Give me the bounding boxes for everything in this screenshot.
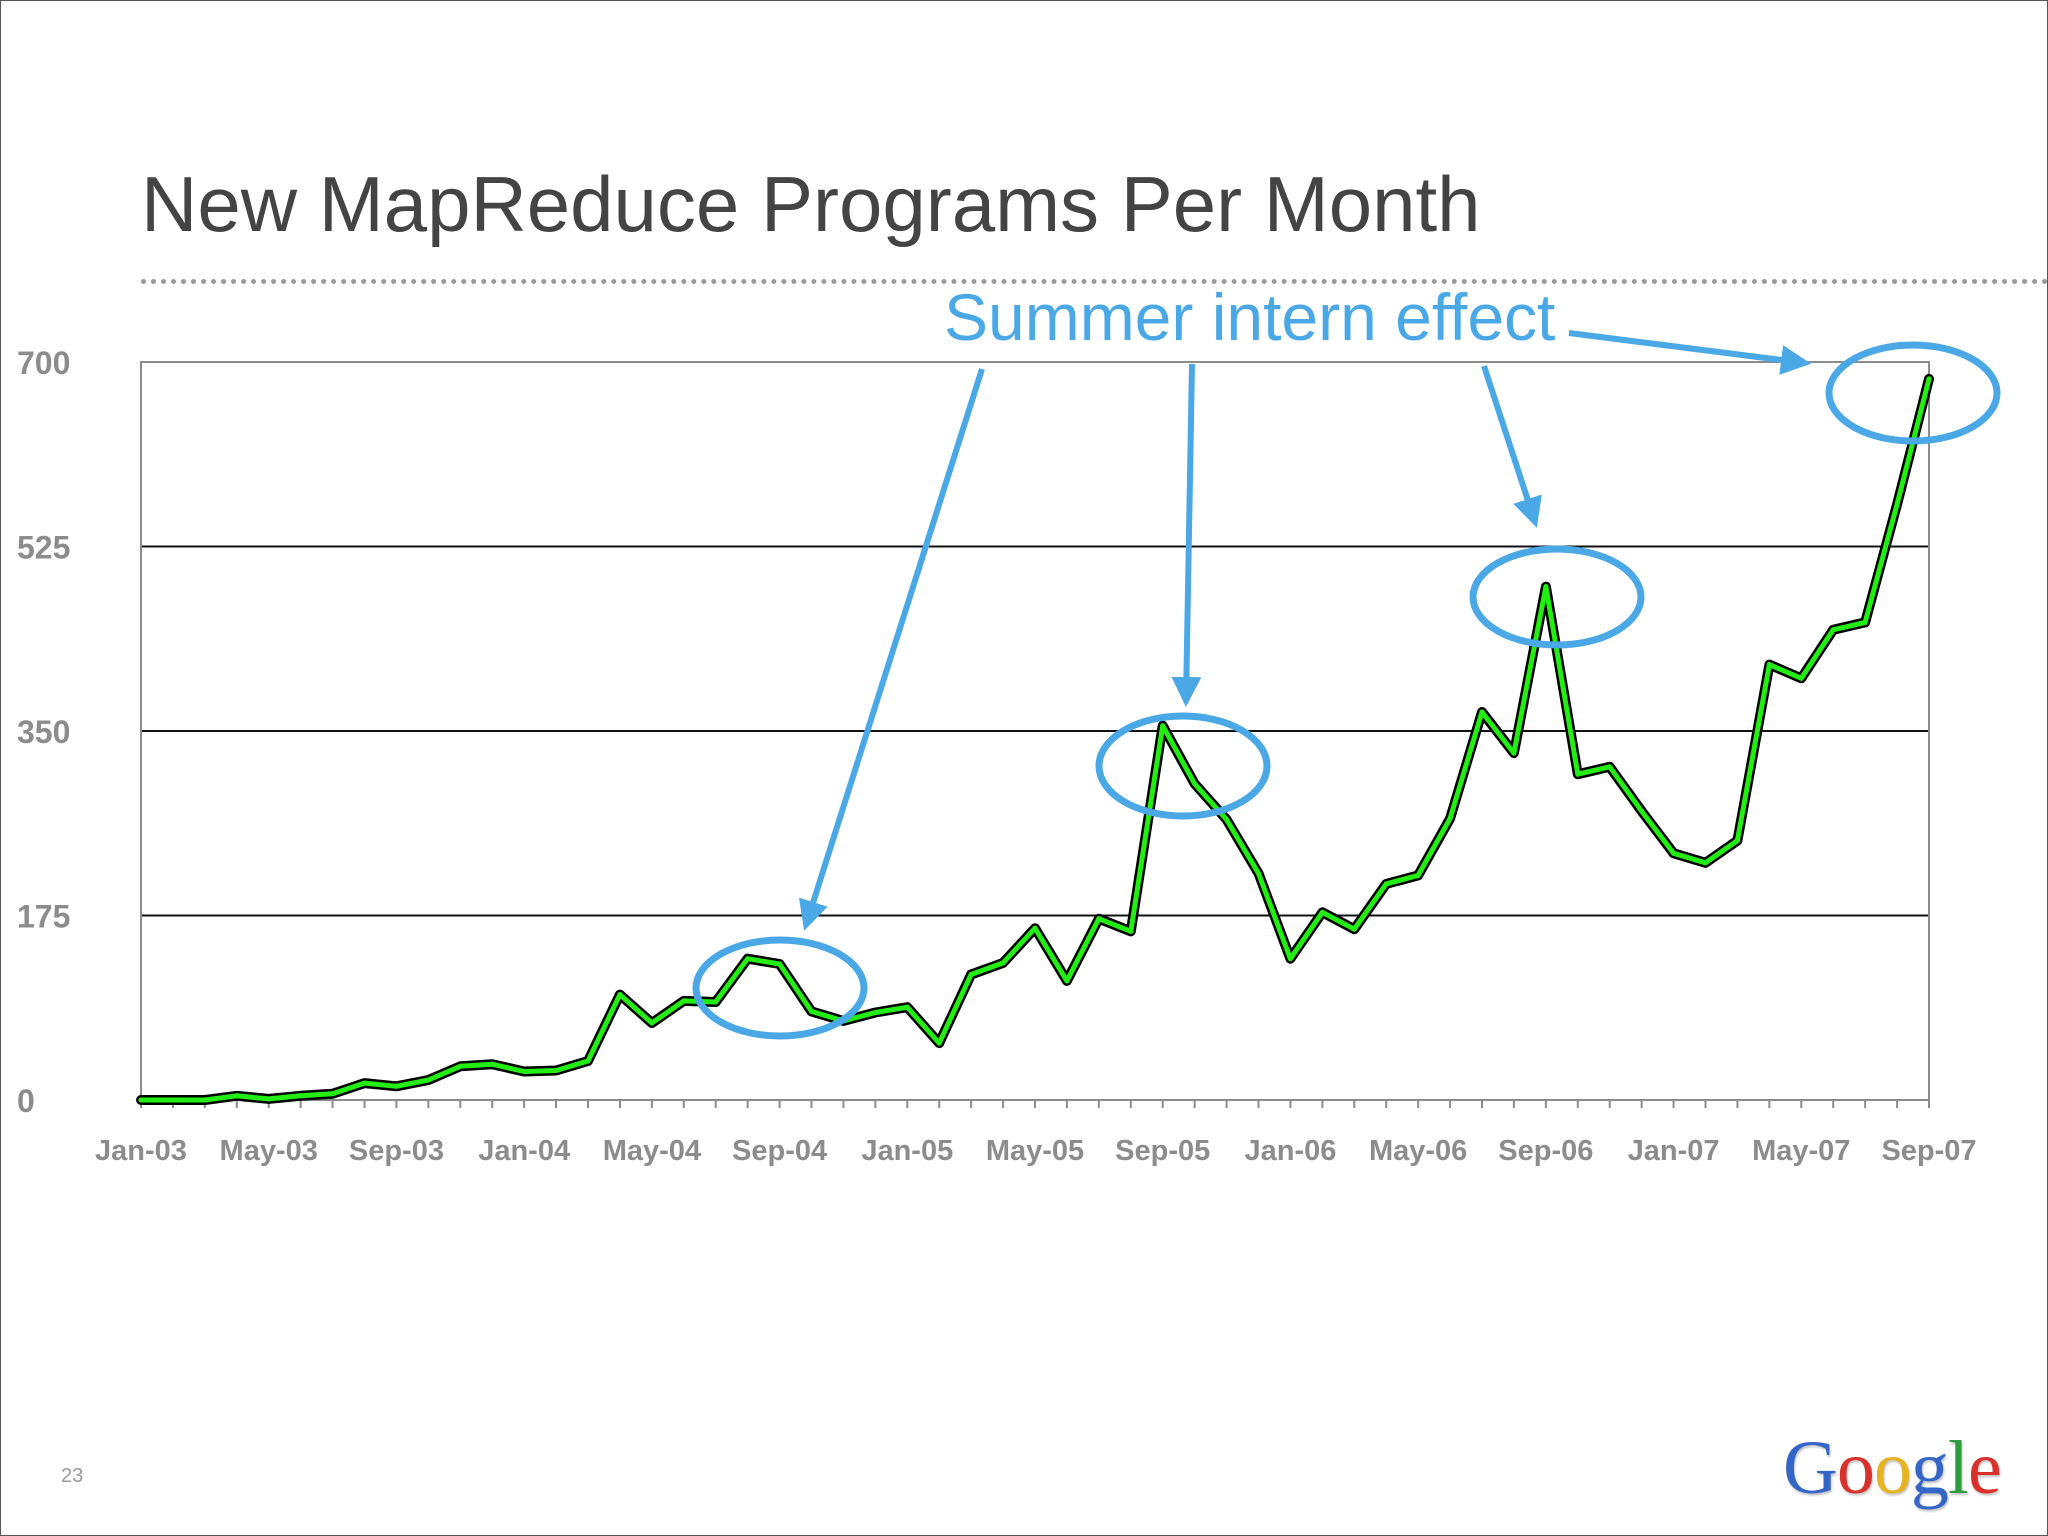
- data-point: [1894, 501, 1900, 507]
- x-tick-label: May-06: [1369, 1135, 1467, 1167]
- data-point: [936, 1040, 942, 1046]
- data-point: [1160, 723, 1166, 729]
- data-point: [904, 1004, 910, 1010]
- y-tick-label: 350: [17, 714, 70, 750]
- data-point: [1383, 881, 1389, 887]
- data-point: [1192, 781, 1198, 787]
- data-point: [298, 1093, 304, 1099]
- data-point: [968, 972, 974, 978]
- data-point: [585, 1058, 591, 1064]
- data-point: [617, 992, 623, 998]
- logo-letter: o: [1836, 1426, 1875, 1510]
- data-point: [553, 1067, 559, 1073]
- data-point: [1319, 909, 1325, 915]
- data-point: [1351, 926, 1357, 932]
- circle-summer-07: [1825, 341, 2001, 445]
- x-tick-label: Sep-07: [1881, 1135, 1976, 1167]
- arrow-to-2005: [1171, 363, 1202, 707]
- x-tick-label: Sep-04: [732, 1135, 827, 1167]
- data-point: [266, 1096, 272, 1102]
- x-tick-label: May-07: [1752, 1135, 1850, 1167]
- y-tick-label: 700: [17, 345, 70, 381]
- data-point: [138, 1097, 144, 1103]
- data-point: [1000, 960, 1006, 966]
- data-point: [489, 1061, 495, 1067]
- x-tick-label: Sep-06: [1498, 1135, 1593, 1167]
- x-tick-label: May-05: [986, 1135, 1084, 1167]
- data-point: [1798, 675, 1804, 681]
- data-point: [1128, 928, 1134, 934]
- x-tick-label: May-04: [603, 1135, 701, 1167]
- data-point: [1511, 750, 1517, 756]
- x-tick-label: May-03: [220, 1135, 318, 1167]
- arrow-to-2006: [1481, 365, 1542, 528]
- x-tick-label: Jan-03: [95, 1135, 187, 1167]
- logo-letter: e: [1968, 1426, 2002, 1510]
- data-point: [362, 1080, 367, 1086]
- y-tick-label: 525: [17, 530, 70, 566]
- data-point: [1926, 376, 1932, 382]
- data-point: [1032, 925, 1038, 931]
- data-point: [393, 1083, 399, 1089]
- data-point: [1734, 838, 1740, 844]
- x-tick-label: Jan-06: [1244, 1135, 1336, 1167]
- data-point: [330, 1091, 336, 1097]
- data-point: [1415, 872, 1421, 878]
- data-point: [1479, 709, 1485, 715]
- circle-summer-05: [1095, 712, 1271, 820]
- data-point: [234, 1093, 240, 1099]
- data-point: [1287, 956, 1293, 962]
- data-point: [1639, 808, 1645, 814]
- data-point: [457, 1063, 463, 1069]
- arrow-to-2007: [1568, 330, 1811, 375]
- data-point: [1256, 870, 1261, 876]
- title-divider: [141, 279, 2047, 284]
- annotation-label: Summer intern effect: [944, 280, 1555, 354]
- data-point: [1862, 619, 1868, 625]
- google-logo: Google: [1783, 1423, 2002, 1513]
- x-tick-label: Jan-04: [478, 1135, 570, 1167]
- y-tick-label: 0: [17, 1083, 35, 1119]
- y-tick-label: 175: [17, 899, 70, 935]
- data-point: [425, 1077, 431, 1083]
- slide-title: New MapReduce Programs Per Month: [141, 160, 1481, 248]
- data-point: [1671, 850, 1677, 856]
- data-point: [1543, 584, 1549, 590]
- circle-summer-06: [1469, 545, 1645, 649]
- data-point: [1607, 764, 1613, 770]
- circle-summer-04: [692, 936, 868, 1040]
- data-point: [1447, 816, 1453, 822]
- x-tick-label: Jan-05: [861, 1135, 953, 1167]
- data-point: [777, 961, 783, 967]
- data-point: [1224, 817, 1230, 823]
- data-point: [521, 1069, 527, 1075]
- data-point: [872, 1009, 878, 1015]
- data-point: [202, 1097, 208, 1103]
- data-point: [1064, 978, 1070, 984]
- x-tick-label: Jan-07: [1628, 1135, 1720, 1167]
- data-point: [1096, 916, 1102, 922]
- data-point: [649, 1020, 655, 1026]
- arrow-to-2004: [798, 368, 985, 931]
- data-point: [1575, 771, 1581, 777]
- data-point: [745, 956, 751, 962]
- data-point: [1830, 627, 1836, 633]
- data-point: [170, 1097, 176, 1103]
- data-point: [681, 998, 687, 1004]
- page-number: 23: [61, 1465, 84, 1487]
- logo-letter: l: [1947, 1426, 1969, 1510]
- series-line: [138, 376, 1932, 1103]
- x-tick-label: Sep-05: [1115, 1135, 1210, 1167]
- logo-letter: G: [1783, 1426, 1838, 1510]
- series-line-shadow: [136, 373, 1934, 1105]
- data-point: [1766, 662, 1772, 668]
- data-point: [713, 999, 719, 1005]
- logo-letter: o: [1873, 1426, 1912, 1510]
- data-point: [809, 1008, 814, 1014]
- x-tick-label: Sep-03: [349, 1135, 444, 1167]
- logo-letter: g: [1910, 1426, 1949, 1510]
- data-point: [1703, 860, 1708, 866]
